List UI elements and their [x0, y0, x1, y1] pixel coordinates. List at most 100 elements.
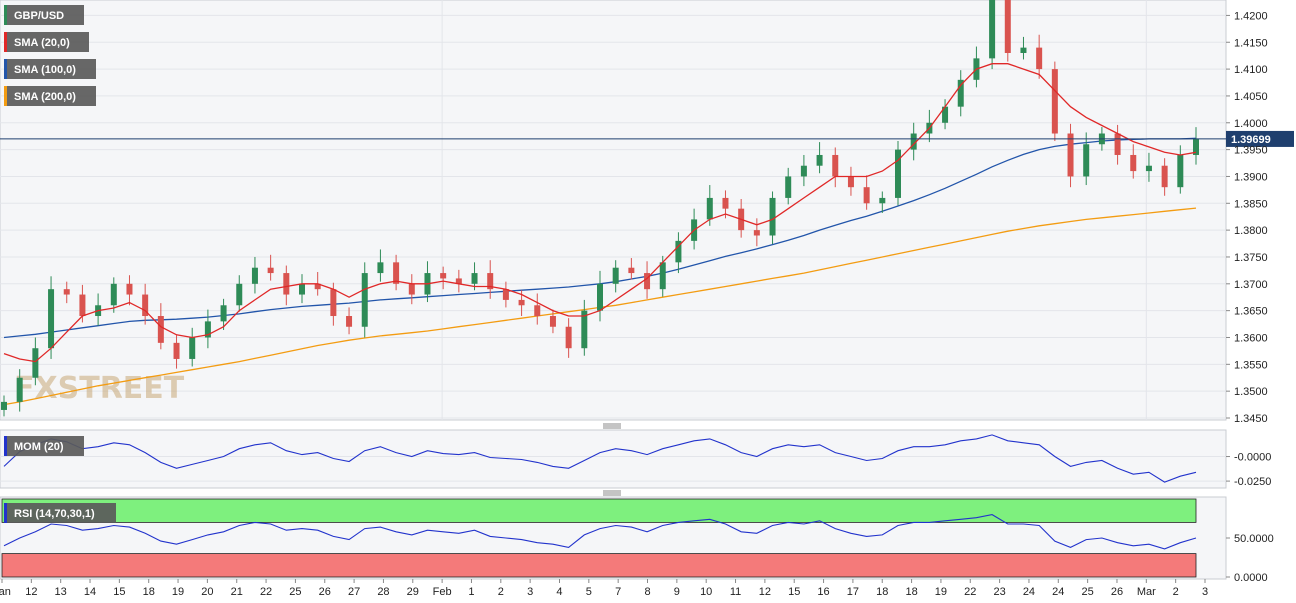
candle-body — [110, 283, 117, 306]
x-tick-label: 22 — [964, 586, 976, 598]
legend-color-marker — [4, 5, 7, 25]
candle-body — [471, 273, 478, 284]
x-tick-label: 13 — [55, 586, 67, 598]
y-tick-label: 1.4200 — [1234, 10, 1268, 22]
candle-body — [644, 273, 651, 290]
watermark-logo: FXSTREET — [14, 371, 185, 406]
y-tick-label: 1.3750 — [1234, 252, 1268, 264]
mom-y-tick-label: -0.0250 — [1234, 476, 1271, 488]
legend-mom[interactable]: MOM (20) — [4, 436, 84, 456]
x-tick-label: 16 — [817, 586, 829, 598]
x-tick-label: 7 — [615, 586, 621, 598]
candle-body — [393, 262, 400, 284]
y-tick-label: 1.4150 — [1234, 37, 1268, 49]
y-tick-label: 1.4000 — [1234, 118, 1268, 130]
candle-body — [377, 262, 384, 274]
candle-body — [502, 289, 509, 300]
candle-body — [612, 267, 619, 284]
x-tick-label: 26 — [319, 586, 331, 598]
candle-body — [48, 289, 55, 349]
y-tick-label: 1.3950 — [1234, 145, 1268, 157]
x-tick-label: 14 — [84, 586, 96, 598]
legend-label: SMA (20,0) — [14, 37, 70, 49]
mom-y-tick-label: -0.0000 — [1234, 452, 1271, 464]
candle-body — [1036, 47, 1043, 70]
candle-body — [1193, 138, 1199, 155]
mom-line — [3, 434, 1197, 483]
main-panel-bg — [0, 0, 1227, 421]
x-tick-label: 22 — [260, 586, 272, 598]
candle-body — [722, 197, 729, 209]
y-tick-label: 1.3800 — [1234, 225, 1268, 237]
candle-body — [1067, 133, 1074, 177]
x-tick-label: 24 — [1023, 586, 1035, 598]
candle-body — [785, 176, 792, 198]
candle-body — [581, 310, 588, 349]
x-tick-label: 29 — [407, 586, 419, 598]
candle-body — [942, 106, 949, 123]
candle-body — [597, 283, 603, 311]
candle-body — [251, 267, 258, 284]
last-price-tag — [1226, 130, 1294, 147]
rsi-overbought-zone — [1, 498, 1197, 523]
x-tick-label: Jan — [0, 586, 11, 598]
candle-body — [565, 326, 572, 349]
candle-body — [549, 316, 556, 327]
splitter-handle[interactable] — [603, 423, 621, 429]
candle-body — [455, 278, 462, 284]
legend-sma100[interactable]: SMA (100,0) — [4, 59, 96, 79]
x-tick-label: 20 — [201, 586, 213, 598]
x-tick-label: 25 — [289, 586, 301, 598]
legend-color-marker — [4, 436, 7, 456]
legend-box — [4, 5, 84, 25]
legend-label: SMA (100,0) — [14, 64, 76, 76]
x-tick-label: 19 — [172, 586, 184, 598]
legend-label: SMA (200,0) — [14, 91, 76, 103]
splitter-handle[interactable] — [603, 490, 621, 496]
legend-label: RSI (14,70,30,1) — [14, 508, 95, 520]
x-tick-label: 18 — [876, 586, 888, 598]
y-tick-label: 1.3900 — [1234, 171, 1268, 183]
candle-body — [63, 289, 70, 295]
candle-body — [847, 176, 854, 188]
legend-box — [4, 32, 89, 52]
legend-sma20[interactable]: SMA (20,0) — [4, 32, 89, 52]
candle-body — [346, 316, 353, 327]
candle-body — [989, 0, 996, 59]
candle-body — [142, 294, 149, 317]
candle-body — [1161, 165, 1168, 188]
x-tick-label: 25 — [1082, 586, 1094, 598]
x-tick-label: 18 — [143, 586, 155, 598]
y-tick-label: 1.3650 — [1234, 306, 1268, 318]
candle-body — [659, 262, 666, 290]
legend-color-marker — [4, 86, 7, 106]
legend-rsi[interactable]: RSI (14,70,30,1) — [4, 503, 116, 523]
last-price-label: 1.39699 — [1231, 134, 1271, 146]
candle-body — [361, 273, 368, 327]
candle-body — [1004, 0, 1011, 53]
candle-body — [957, 79, 964, 107]
y-tick-label: 1.3500 — [1234, 386, 1268, 398]
legend-label: GBP/USD — [14, 10, 64, 22]
legend-box — [4, 436, 84, 456]
x-tick-label: 11 — [730, 586, 741, 598]
candle-body — [408, 283, 415, 295]
x-tick-label: 8 — [644, 586, 650, 598]
candle-body — [79, 294, 86, 317]
x-tick-label: 15 — [788, 586, 800, 598]
candle-body — [1020, 47, 1027, 53]
candle-body — [440, 273, 447, 279]
y-tick-label: 1.3550 — [1234, 359, 1268, 371]
candle-body — [769, 197, 776, 236]
candle-body — [879, 197, 886, 204]
x-tick-label: Feb — [433, 586, 452, 598]
legend-sma200[interactable]: SMA (200,0) — [4, 86, 96, 106]
candle-body — [706, 197, 713, 220]
legend-symbol[interactable]: GBP/USD — [4, 5, 84, 25]
x-tick-label: 24 — [1052, 586, 1064, 598]
candle-body — [895, 149, 901, 198]
candle-body — [800, 165, 807, 177]
x-tick-label: 3 — [1202, 586, 1208, 598]
candle-body — [220, 305, 227, 322]
